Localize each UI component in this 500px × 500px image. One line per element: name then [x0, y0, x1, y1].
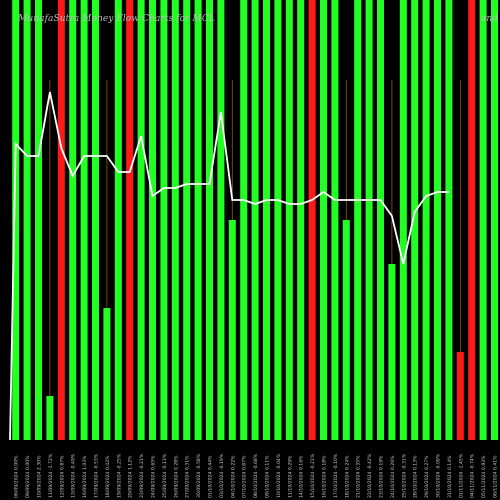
- bar-37: [434, 0, 441, 440]
- bar-38: [445, 0, 453, 440]
- money-flow-line-series: [9, 91, 449, 441]
- bar-29: [342, 220, 350, 440]
- tick-label-24: 11/10/2024 0.29%: [287, 455, 293, 498]
- bar-39: [456, 352, 464, 440]
- tick-label-30: 21/10/2024 0.35%: [356, 455, 362, 498]
- tick-label-11: 23/09/2024 -0.21%: [139, 453, 145, 498]
- tick-label-19: 04/10/2024 0.22%: [230, 455, 236, 498]
- tick-label-16: 30/09/2024 -0.58%: [196, 453, 202, 498]
- bar-33: [388, 264, 396, 440]
- bar-16: [194, 0, 202, 440]
- tick-label-22: 09/10/2024 0.11%: [265, 455, 271, 498]
- bar-series: [12, 0, 498, 440]
- bar-10: [126, 0, 134, 440]
- bar-22: [263, 0, 270, 440]
- tick-label-12: 24/09/2024 0.65%: [151, 455, 157, 498]
- bar-7: [92, 0, 99, 440]
- bar-12: [149, 0, 156, 440]
- tick-label-21: 08/10/2024 -0.68%: [253, 453, 259, 498]
- tick-label-42: 06/11/2024 0.41%: [493, 455, 499, 498]
- tick-label-40: 04/11/2024 -0.74%: [470, 453, 476, 498]
- bar-28: [331, 0, 339, 440]
- tick-label-33: 24/10/2024 0.26%: [390, 455, 396, 498]
- bar-21: [251, 0, 259, 440]
- bar-14: [171, 0, 179, 440]
- bar-17: [206, 0, 213, 440]
- bar-5: [69, 0, 77, 440]
- chart-title: MunafaSutra Money Flow Charts for MCL: [18, 14, 215, 24]
- bar-18: [217, 0, 225, 440]
- bar-15: [183, 0, 191, 440]
- tick-label-17: 01/10/2024 0.44%: [208, 455, 214, 498]
- tick-label-7: 17/09/2024 -0.53%: [94, 453, 100, 498]
- tick-label-37: 30/10/2024 -0.09%: [436, 453, 442, 498]
- tick-label-5: 13/09/2024 -0.49%: [71, 453, 77, 498]
- tick-label-0: 06/09/2024 0.00%: [14, 455, 20, 498]
- bar-31: [365, 0, 373, 440]
- tick-label-26: 15/10/2024 -0.21%: [310, 453, 316, 498]
- tick-label-9: 19/09/2024 -0.25%: [116, 453, 122, 498]
- bar-24: [285, 0, 293, 440]
- chart-title-right: and: [481, 14, 498, 24]
- bar-13: [160, 0, 168, 440]
- bar-6: [80, 0, 88, 440]
- tick-label-32: 23/10/2024 0.19%: [379, 455, 385, 498]
- x-axis-tick-labels: 06/09/2024 0.00% 09/09/2024 0.00% 10/09/20…: [14, 453, 499, 498]
- bar-42: [491, 0, 498, 440]
- bar-25: [297, 0, 305, 440]
- tick-label-36: 29/10/2024 0.27%: [424, 455, 430, 498]
- tick-label-35: 28/10/2024 0.13%: [413, 455, 419, 498]
- tick-label-14: 26/09/2024 0.28%: [173, 455, 179, 498]
- tick-label-41: 05/11/2024 0.93%: [481, 455, 487, 498]
- bar-9: [114, 0, 122, 440]
- tick-label-6: 16/09/2024 1.03%: [82, 455, 88, 498]
- tick-label-10: 20/09/2024 1.12%: [128, 455, 134, 498]
- tick-label-23: 10/10/2024 -0.04%: [276, 453, 282, 498]
- bar-30: [354, 0, 362, 440]
- money-flow-line: [9, 91, 449, 441]
- bar-41: [479, 0, 487, 440]
- tick-label-20: 07/10/2024 0.87%: [242, 455, 248, 498]
- tick-label-27: 16/10/2024 0.18%: [322, 455, 328, 498]
- tick-label-39: 01/11/2024 -1.45%: [458, 453, 464, 498]
- bar-27: [320, 0, 327, 440]
- tick-label-38: 31/10/2024 0.14%: [447, 455, 453, 498]
- bar-36: [422, 0, 430, 440]
- tick-label-3: 11/09/2024 -1.72%: [48, 453, 54, 498]
- bar-3: [46, 396, 54, 440]
- bar-0: [12, 0, 20, 440]
- bar-19: [228, 220, 236, 440]
- bar-8: [103, 308, 111, 440]
- tick-label-18: 03/10/2024 -0.19%: [219, 453, 225, 498]
- bar-26: [308, 0, 316, 440]
- bar-2: [35, 0, 42, 440]
- bar-1: [23, 0, 31, 440]
- tick-label-13: 25/09/2024 -0.13%: [162, 453, 168, 498]
- bar-40: [468, 0, 476, 440]
- tick-label-29: 18/10/2024 0.24%: [344, 455, 350, 498]
- tick-label-15: 27/09/2024 0.31%: [185, 455, 191, 498]
- tick-label-2: 10/09/2024 2.30%: [37, 455, 43, 498]
- tick-label-31: 22/10/2024 -0.42%: [367, 453, 373, 498]
- bar-4: [57, 0, 65, 440]
- tick-label-28: 17/10/2024 -0.10%: [333, 453, 339, 498]
- tick-label-1: 09/09/2024 0.00%: [25, 455, 31, 498]
- tick-label-8: 18/09/2024 0.42%: [105, 455, 111, 498]
- bar-34: [399, 0, 407, 440]
- bar-11: [137, 0, 145, 440]
- tick-label-4: 12/09/2024 0.87%: [59, 455, 65, 498]
- bar-20: [240, 0, 248, 440]
- tick-label-25: 14/10/2024 0.16%: [299, 455, 305, 498]
- bar-23: [274, 0, 282, 440]
- bar-32: [377, 0, 384, 440]
- tick-label-34: 25/10/2024 -0.31%: [401, 453, 407, 498]
- bar-35: [411, 0, 419, 440]
